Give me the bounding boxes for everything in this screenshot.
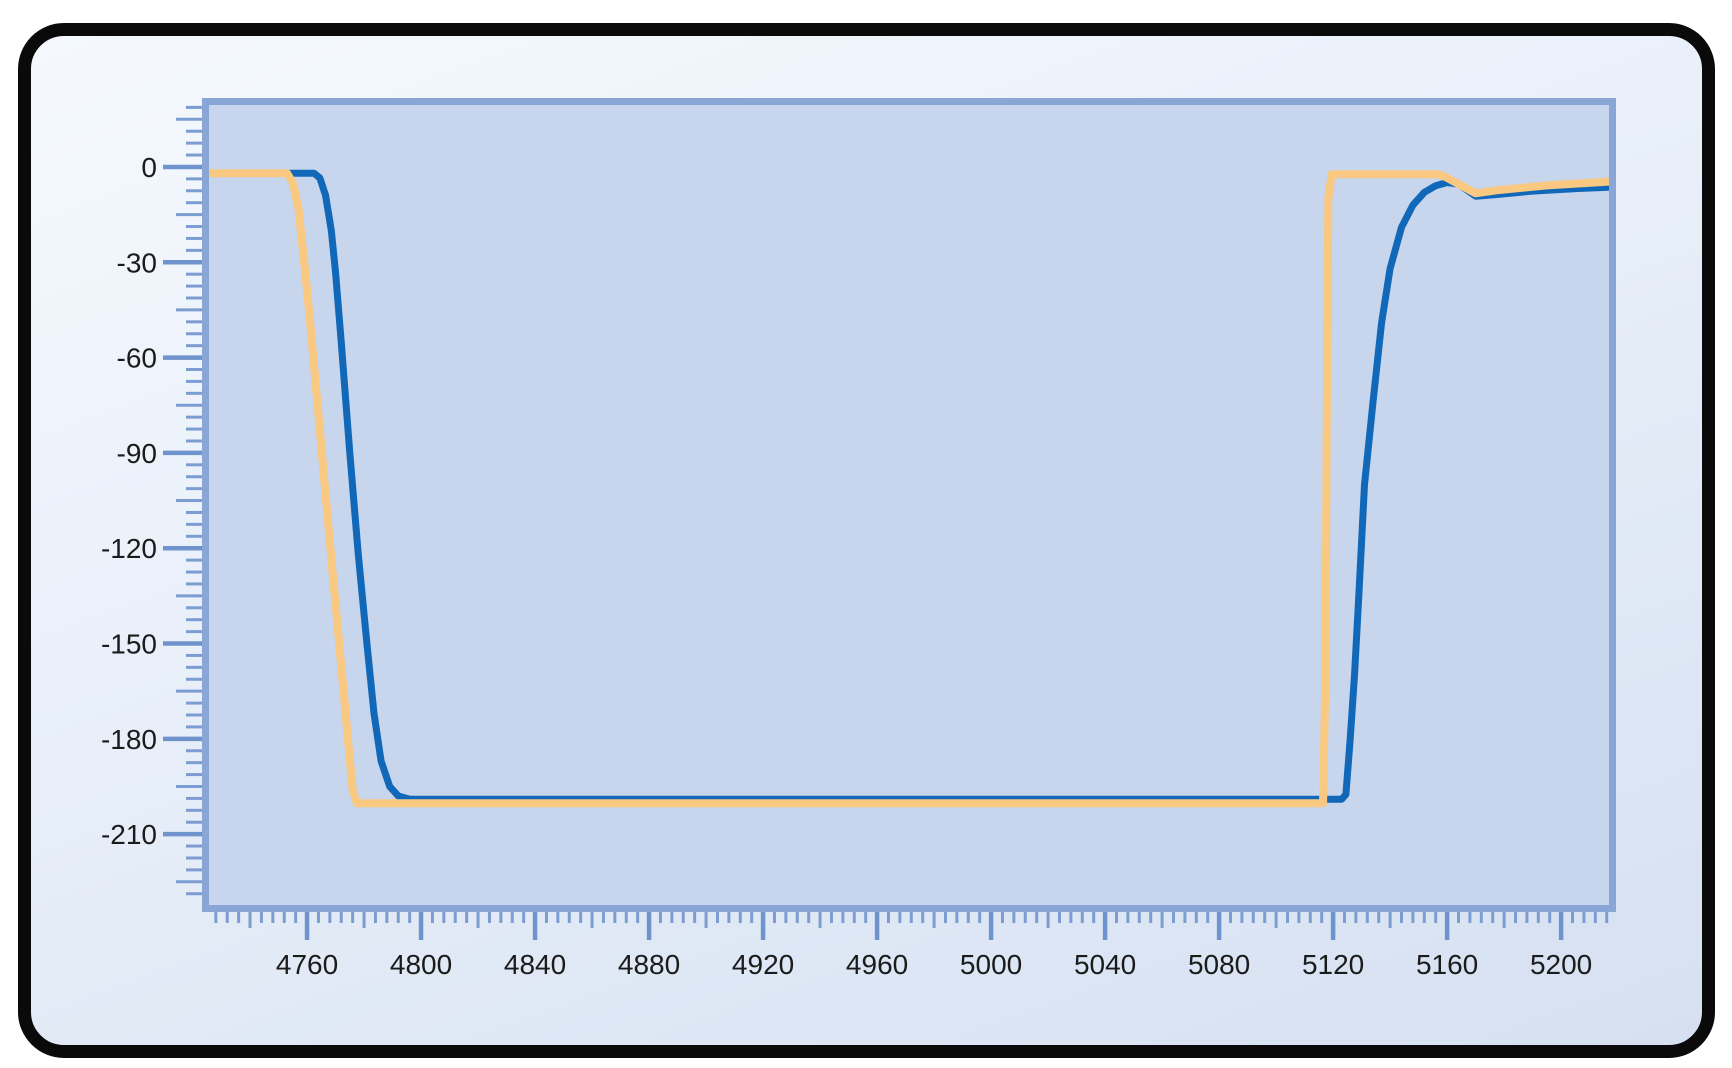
y-tick-label: -60 (117, 343, 157, 374)
y-tick-label: -90 (117, 438, 157, 469)
y-tick-label: -180 (101, 724, 157, 755)
x-tick-label: 4800 (390, 949, 452, 980)
x-tick-label: 4840 (504, 949, 566, 980)
x-tick-label: 4880 (618, 949, 680, 980)
x-tick-label: 5080 (1188, 949, 1250, 980)
plot-border (202, 98, 1616, 912)
x-tick-label: 5040 (1074, 949, 1136, 980)
x-axis-ticks (214, 912, 1609, 940)
x-tick-label: 4960 (846, 949, 908, 980)
x-tick-label: 5200 (1530, 949, 1592, 980)
x-tick-label: 5000 (960, 949, 1022, 980)
plot-area (209, 105, 1609, 905)
x-tick-label: 5160 (1416, 949, 1478, 980)
x-axis-labels: 4760 4800 4840 4880 4920 4960 5000 5040 5080 5120… (276, 949, 1592, 980)
y-tick-label: -120 (101, 533, 157, 564)
x-tick-label: 4760 (276, 949, 338, 980)
y-axis-ticks (163, 105, 202, 896)
y-axis-labels: 0 -30 -60 -90 -120 -150 -180 -210 (101, 152, 157, 850)
x-tick-label: 4920 (732, 949, 794, 980)
y-tick-label: 0 (141, 152, 157, 183)
y-tick-label: -30 (117, 247, 157, 278)
series-line-orange-setpoint (209, 169, 1609, 808)
x-tick-label: 5120 (1302, 949, 1364, 980)
y-tick-label: -210 (101, 819, 157, 850)
series-group (209, 169, 1609, 808)
y-tick-label: -150 (101, 629, 157, 660)
